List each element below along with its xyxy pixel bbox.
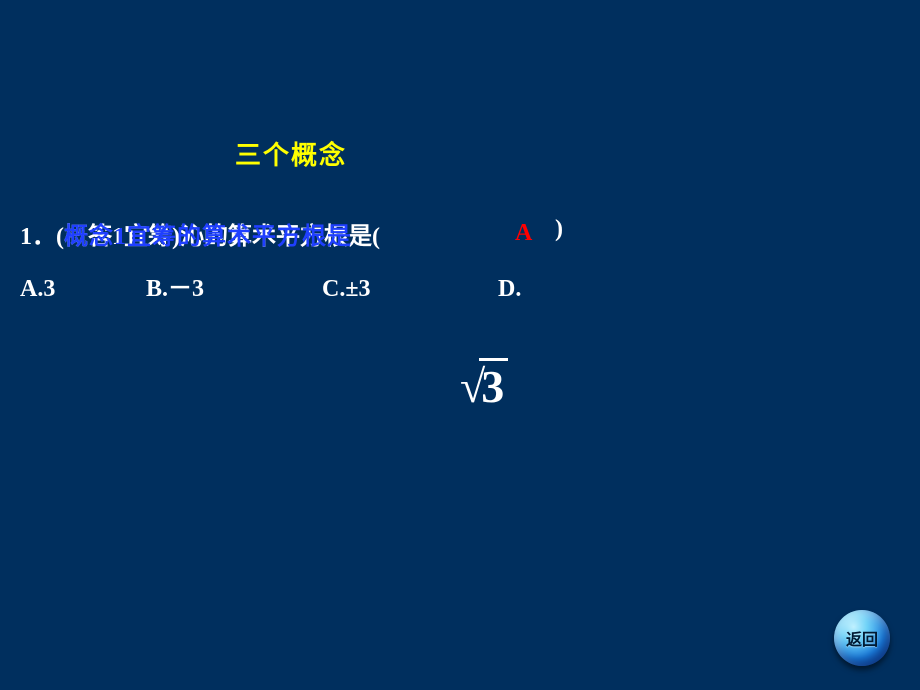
option-c: C.±3	[322, 276, 492, 303]
option-a: A.3	[20, 276, 140, 303]
answer-letter: A	[515, 220, 532, 247]
section-title: 三个概念	[235, 135, 347, 172]
sqrt-expression: √3	[460, 360, 508, 413]
option-b: B.－3	[146, 268, 316, 303]
question-number: 1．	[20, 224, 56, 250]
sqrt-radicand: 3	[479, 358, 508, 412]
back-button[interactable]: 返回	[834, 610, 890, 666]
paren-close: )	[555, 216, 563, 243]
question-text-blue-overlay: 概念1宜筹的算术平方根是	[64, 216, 352, 251]
back-button-label: 返回	[846, 626, 878, 650]
option-d: D.	[498, 276, 521, 303]
options-row: A.3 B.－3 C.±3 D.	[20, 268, 521, 303]
